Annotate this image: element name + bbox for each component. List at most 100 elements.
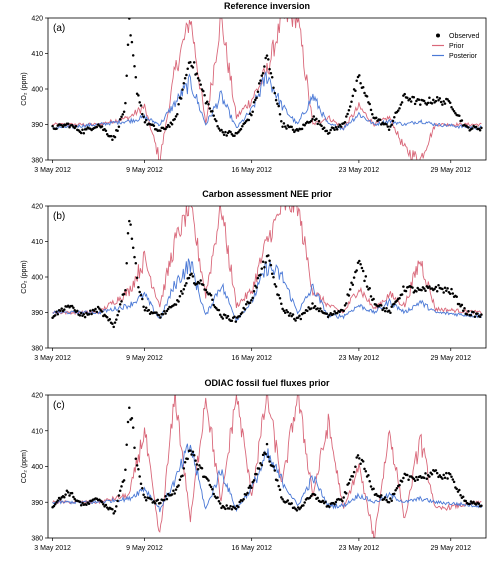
observed-point — [364, 470, 368, 473]
observed-point — [205, 291, 209, 294]
observed-point — [234, 320, 238, 323]
observed-point — [393, 492, 396, 496]
observed-point — [165, 125, 169, 129]
observed-point — [243, 308, 247, 311]
observed-point — [381, 308, 384, 312]
observed-point — [73, 126, 76, 130]
observed-point — [338, 310, 342, 313]
observed-point — [117, 494, 121, 497]
observed-point — [242, 498, 245, 501]
observed-point — [371, 113, 374, 116]
observed-point — [378, 118, 382, 121]
observed-point — [363, 467, 366, 471]
observed-point — [166, 307, 170, 311]
observed-point — [168, 125, 171, 129]
observed-point — [142, 493, 145, 496]
observed-point — [218, 313, 222, 316]
observed-point — [317, 309, 321, 313]
observed-point — [341, 499, 344, 503]
observed-point — [126, 231, 130, 235]
observed-point — [464, 499, 468, 503]
observed-point — [480, 313, 483, 316]
observed-point — [382, 498, 386, 501]
series-prior-line — [52, 395, 482, 538]
observed-point — [116, 313, 119, 317]
observed-point — [282, 309, 286, 313]
observed-point — [174, 488, 178, 491]
observed-point — [70, 491, 74, 495]
observed-point — [143, 308, 147, 312]
observed-point — [265, 442, 269, 446]
observed-point — [72, 495, 75, 499]
observed-point — [296, 129, 300, 132]
observed-point — [406, 96, 409, 99]
observed-point — [104, 129, 108, 133]
observed-point — [450, 475, 453, 479]
observed-point — [478, 128, 482, 132]
observed-point — [243, 121, 247, 125]
x-tick-label: 16 May 2012 — [231, 355, 272, 362]
observed-point — [476, 312, 479, 315]
observed-point — [179, 289, 183, 293]
observed-point — [303, 501, 306, 504]
observed-point — [211, 298, 214, 301]
observed-point — [387, 501, 391, 504]
y-axis-label: CO₂ (ppm) — [21, 72, 28, 105]
observed-point — [267, 58, 270, 61]
y-axis-label: CO₂ (ppm) — [21, 260, 28, 293]
observed-point — [390, 305, 393, 308]
observed-point — [445, 471, 448, 475]
observed-point — [441, 287, 444, 291]
observed-point — [270, 272, 274, 276]
observed-point — [307, 306, 310, 309]
observed-point — [216, 496, 219, 499]
observed-point — [141, 486, 144, 490]
observed-point — [403, 92, 406, 96]
observed-point — [291, 313, 295, 316]
observed-point — [208, 107, 212, 110]
observed-point — [277, 293, 280, 297]
observed-point — [134, 262, 138, 265]
observed-point — [55, 127, 58, 131]
observed-point — [342, 309, 345, 313]
observed-point — [74, 124, 78, 128]
observed-point — [183, 460, 187, 464]
observed-point — [66, 491, 70, 494]
observed-point — [303, 124, 306, 127]
observed-point — [125, 443, 128, 446]
observed-point — [445, 289, 448, 292]
observed-point — [233, 134, 236, 137]
observed-point — [63, 495, 66, 499]
observed-point — [348, 288, 352, 291]
plot-frame — [47, 394, 487, 539]
observed-point — [211, 487, 214, 491]
observed-point — [189, 60, 192, 64]
observed-point — [365, 95, 369, 98]
observed-point — [281, 497, 284, 501]
observed-point — [299, 317, 303, 321]
observed-point — [367, 474, 370, 477]
observed-point — [261, 453, 265, 457]
observed-point — [442, 473, 445, 477]
observed-point — [238, 315, 241, 318]
observed-point — [352, 470, 356, 474]
observed-point — [264, 452, 267, 456]
y-tick-label: 410 — [31, 239, 43, 246]
y-tick-label: 380 — [31, 346, 43, 353]
observed-point — [328, 313, 331, 317]
y-axis: 380 390 400 410 420 CO₂ (ppm) — [21, 16, 48, 165]
observed-point — [209, 485, 213, 489]
observed-point — [70, 304, 74, 308]
observed-point — [412, 477, 416, 481]
observed-point — [113, 135, 117, 139]
observed-point — [302, 504, 305, 507]
observed-point — [361, 269, 365, 273]
observed-point — [424, 289, 427, 293]
observed-point — [460, 303, 464, 307]
observed-point — [309, 119, 313, 123]
observed-point — [380, 494, 383, 497]
observed-point — [120, 115, 123, 119]
observed-point — [212, 303, 215, 307]
observed-point — [124, 101, 127, 105]
observed-point — [451, 108, 455, 111]
